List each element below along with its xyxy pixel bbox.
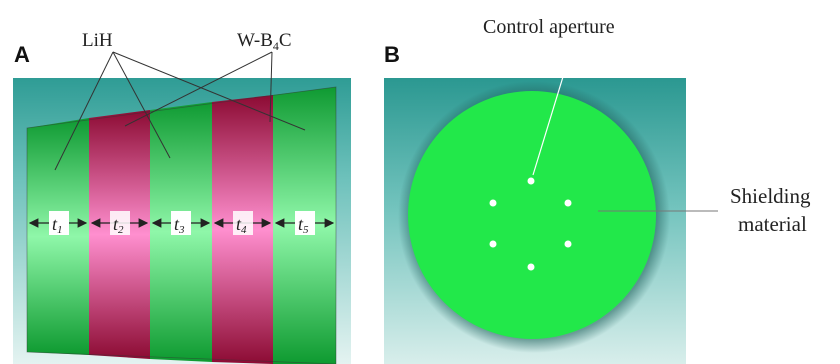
shielding-label-line-1: Shielding [730, 184, 811, 208]
thickness-t4: t4 [213, 211, 272, 236]
thickness-dimensions: t1 t2 t3 t4 t5 [28, 211, 335, 236]
wb4c-leader-lines [124, 51, 273, 127]
thickness-t5: t5 [274, 211, 335, 236]
svg-text:t5: t5 [298, 214, 309, 236]
thickness-t1: t1 [28, 211, 88, 236]
panel-b-letter: B [384, 42, 400, 67]
layer-1-lih [27, 118, 89, 355]
svg-text:t1: t1 [52, 214, 63, 236]
shielding-disc [408, 91, 656, 339]
svg-text:t3: t3 [174, 214, 185, 236]
control-aperture-label: Control aperture [483, 16, 615, 38]
aperture-hole [564, 240, 572, 248]
aperture-hole [564, 199, 572, 207]
aperture-hole [527, 263, 535, 271]
panel-a-letter: A [14, 42, 30, 67]
aperture-hole [489, 199, 497, 207]
thickness-t2: t2 [90, 211, 149, 236]
lih-leader-lines [54, 51, 306, 171]
shielding-label-line-2: material [738, 212, 807, 236]
svg-text:t4: t4 [236, 214, 247, 236]
aperture-leader-line [532, 43, 574, 176]
aperture-hole [527, 177, 535, 185]
thickness-t3: t3 [151, 211, 211, 236]
aperture-holes [489, 177, 572, 271]
aperture-hole [489, 240, 497, 248]
lih-label: LiH [82, 30, 113, 51]
svg-text:t2: t2 [113, 214, 124, 236]
wb4c-label: W-B4C [237, 30, 292, 53]
